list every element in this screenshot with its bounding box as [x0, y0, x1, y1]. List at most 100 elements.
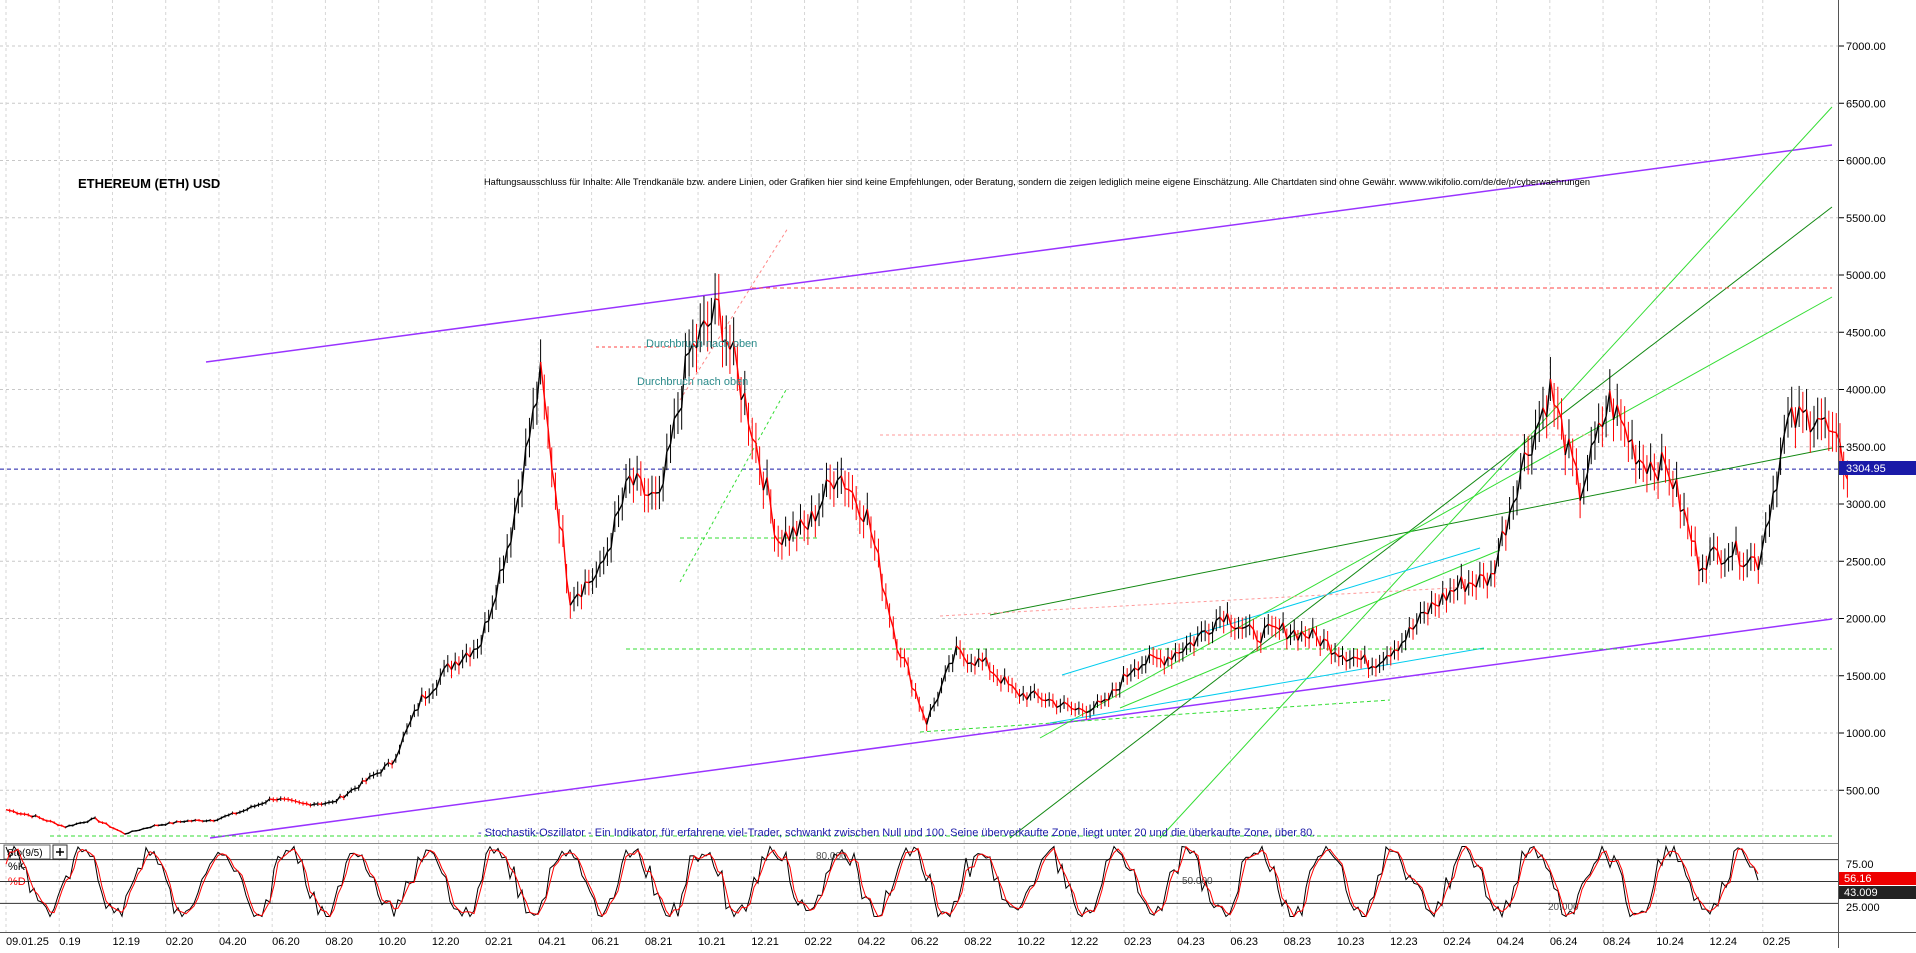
price-tick-label: 2500.00 — [1846, 556, 1886, 568]
oscillator-k-value: 56.16 — [1844, 873, 1872, 885]
time-tick-label: 02.20 — [166, 936, 194, 948]
time-tick-label: 10.20 — [379, 936, 407, 948]
time-tick-label: 10.24 — [1656, 936, 1684, 948]
current-price-label: 3304.95 — [1846, 463, 1886, 475]
price-segment — [333, 801, 337, 802]
price-segment — [258, 804, 262, 805]
time-tick-label: 08.23 — [1284, 936, 1312, 948]
price-segment — [355, 788, 359, 789]
price-tick-label: 4000.00 — [1846, 385, 1886, 397]
annotation-breakout-1: Durchbruch nach oben — [646, 338, 757, 350]
time-tick-label: 02.25 — [1763, 936, 1791, 948]
time-tick-label: 06.21 — [592, 936, 620, 948]
price-segment — [192, 820, 196, 821]
price-segment — [715, 299, 719, 300]
price-tick-label: 2000.00 — [1846, 614, 1886, 626]
oscillator-d-value: 43.009 — [1844, 887, 1878, 899]
price-segment — [199, 820, 203, 821]
price-segment — [288, 799, 292, 800]
time-tick-label: 06.22 — [911, 936, 939, 948]
price-tick-label: 3000.00 — [1846, 499, 1886, 511]
price-segment — [206, 820, 210, 821]
time-tick-label: 12.24 — [1710, 936, 1738, 948]
oscillator-caption: - Stochastik-Oszillator - Ein Indikator,… — [478, 827, 1315, 839]
price-segment — [77, 823, 81, 824]
annotation-breakout-2: Durchbruch nach oben — [637, 376, 748, 388]
time-tick-label: 04.22 — [858, 936, 886, 948]
time-tick-label: 08.21 — [645, 936, 673, 948]
price-segment — [322, 804, 326, 805]
price-tick-label: 4500.00 — [1846, 327, 1886, 339]
price-segment — [1833, 432, 1837, 433]
time-tick-label: 08.22 — [964, 936, 992, 948]
current-price-marker: 3304.95 — [1838, 461, 1916, 475]
price-segment — [1354, 657, 1358, 658]
time-tick-label: 06.24 — [1550, 936, 1578, 948]
price-segment — [645, 495, 649, 496]
price-segment — [292, 800, 296, 801]
price-segment — [147, 827, 151, 828]
price-segment — [158, 825, 162, 826]
oscillator-axis-25: 25.000 — [1846, 902, 1880, 914]
time-tick-label: 04.21 — [538, 936, 566, 948]
price-segment — [214, 820, 218, 821]
price-tick-label: 1000.00 — [1846, 728, 1886, 740]
price-tick-label: 6000.00 — [1846, 156, 1886, 168]
time-axis-border — [0, 932, 1916, 933]
disclaimer-text: Haftungsausschluss für Inhalte: Alle Tre… — [484, 177, 1590, 187]
price-segment — [84, 822, 88, 823]
price-segment — [1469, 583, 1473, 584]
time-tick-label: 06.23 — [1230, 936, 1258, 948]
price-segment — [169, 823, 173, 824]
price-segment — [125, 833, 129, 834]
time-tick-label: 08.24 — [1603, 936, 1631, 948]
price-segment — [656, 493, 660, 494]
time-tick-label: 02.24 — [1443, 936, 1471, 948]
time-tick-label: 12.19 — [112, 936, 140, 948]
price-segment — [270, 799, 274, 800]
time-tick-label: 04.24 — [1497, 936, 1525, 948]
time-tick-label: 08.20 — [325, 936, 353, 948]
time-tick-label: 0.19 — [59, 936, 80, 948]
chart-title: ETHEREUM (ETH) USD — [78, 176, 220, 191]
price-segment — [1387, 656, 1391, 657]
price-segment — [585, 582, 589, 583]
time-tick-label: 02.21 — [485, 936, 513, 948]
price-segment — [6, 810, 10, 811]
time-tick-label: 10.22 — [1017, 936, 1045, 948]
price-segment — [25, 814, 29, 815]
price-segment — [1239, 628, 1243, 629]
price-segment — [370, 775, 374, 776]
price-segment — [1829, 431, 1833, 432]
price-tick-label: 5500.00 — [1846, 213, 1886, 225]
time-tick-label: 12.21 — [751, 936, 779, 948]
time-tick-label: 09.01.25 — [6, 936, 49, 948]
price-tick-label: 1500.00 — [1846, 671, 1886, 683]
price-segment — [968, 663, 972, 664]
time-tick-label: 02.23 — [1124, 936, 1152, 948]
price-segment — [1142, 664, 1146, 665]
price-segment — [184, 821, 188, 822]
price-segment — [474, 649, 478, 650]
price-segment — [232, 813, 236, 814]
price-segment — [1272, 626, 1276, 627]
price-segment — [103, 823, 107, 824]
time-tick-label: 10.21 — [698, 936, 726, 948]
price-axis-border — [1838, 0, 1839, 948]
time-tick-label: 12.20 — [432, 936, 460, 948]
price-tick-label: 6500.00 — [1846, 98, 1886, 110]
price-tick-label: 7000.00 — [1846, 41, 1886, 53]
price-tick-label: 3500.00 — [1846, 442, 1886, 454]
oscillator-axis-75: 75.00 — [1846, 859, 1874, 871]
price-segment — [1450, 590, 1454, 591]
price-segment — [1818, 418, 1822, 419]
price-tick-label: 5000.00 — [1846, 270, 1886, 282]
price-segment — [1175, 652, 1179, 653]
price-segment — [136, 830, 140, 831]
price-segment — [1201, 631, 1205, 632]
time-tick-label: 04.20 — [219, 936, 247, 948]
time-tick-label: 02.22 — [805, 936, 833, 948]
time-tick-label: 10.23 — [1337, 936, 1365, 948]
